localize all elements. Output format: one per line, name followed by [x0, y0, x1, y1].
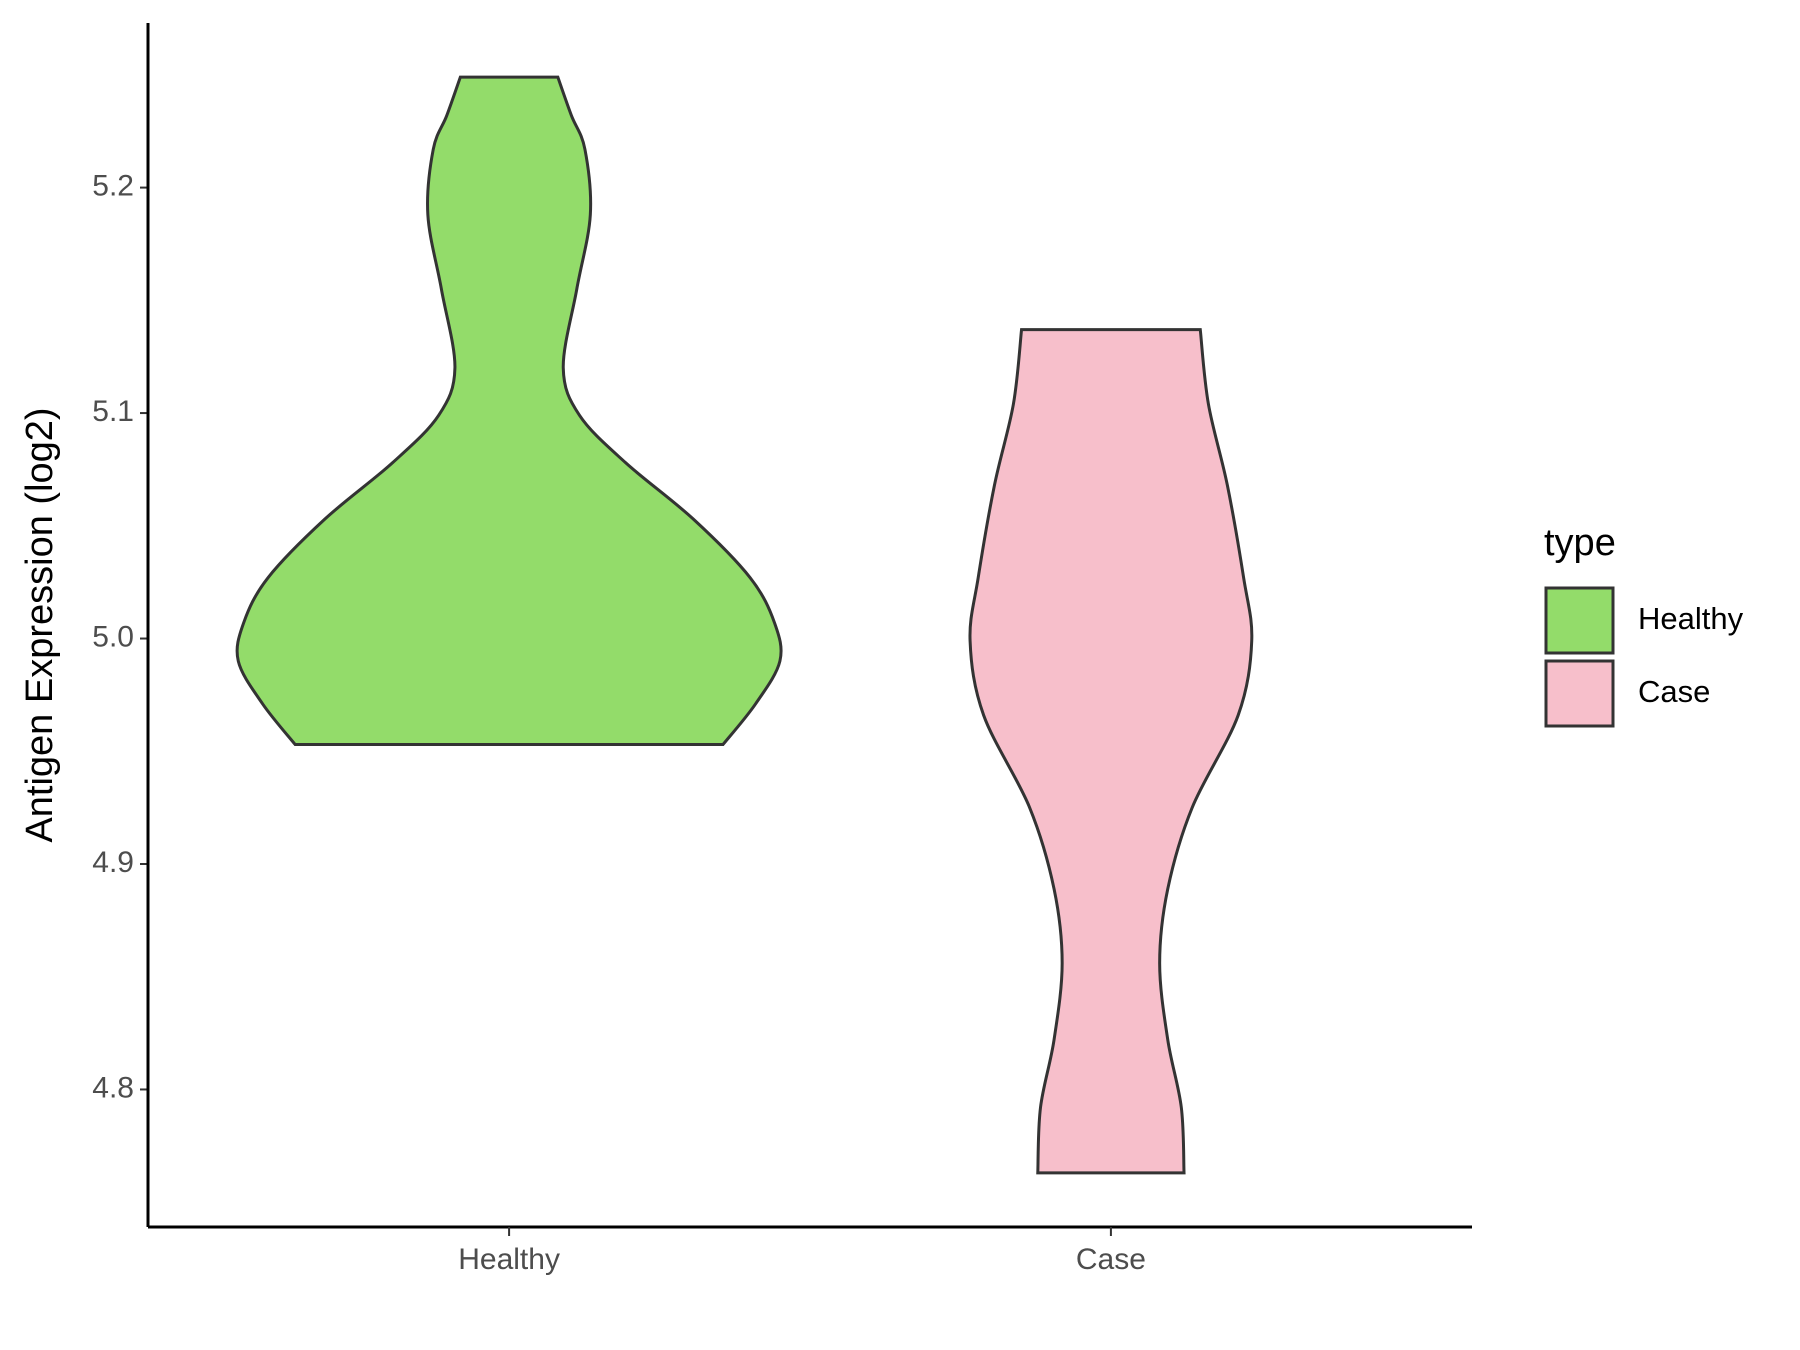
- y-tick-label: 5.2: [92, 170, 134, 203]
- legend-title: type: [1544, 522, 1616, 564]
- y-tick-label: 4.9: [92, 846, 134, 879]
- legend-key: [1544, 659, 1615, 728]
- y-tick-label: 4.8: [92, 1071, 134, 1104]
- y-axis-title: Antigen Expression (log2): [19, 407, 61, 842]
- legend-label: Healthy: [1638, 601, 1744, 636]
- x-tick-label: Case: [1076, 1243, 1146, 1276]
- y-tick-label: 5.1: [92, 395, 134, 428]
- legend-label: Case: [1638, 674, 1710, 709]
- violin: [968, 328, 1254, 1175]
- x-tick-label: Healthy: [458, 1243, 560, 1276]
- y-tick-label: 5.0: [92, 620, 134, 653]
- legend-key: [1544, 586, 1615, 655]
- violin: [235, 75, 783, 746]
